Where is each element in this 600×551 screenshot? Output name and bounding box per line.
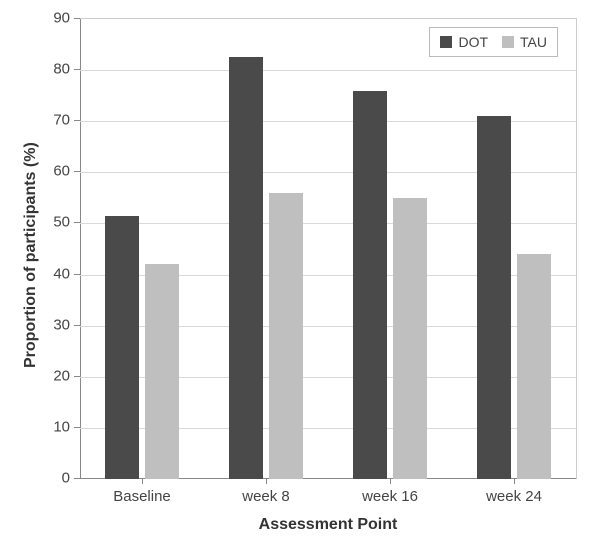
legend-swatch <box>440 36 452 48</box>
x-tick-mark <box>390 478 391 484</box>
bar-dot-2 <box>353 91 387 479</box>
bar-dot-1 <box>229 57 263 479</box>
x-tick-mark <box>266 478 267 484</box>
y-tick-mark <box>74 325 80 326</box>
x-tick-mark <box>514 478 515 484</box>
x-tick-label: Baseline <box>113 488 171 505</box>
x-tick-mark <box>142 478 143 484</box>
y-tick-label: 40 <box>40 265 70 282</box>
legend-swatch <box>502 36 514 48</box>
bar-tau-0 <box>145 264 179 479</box>
y-tick-label: 20 <box>40 367 70 384</box>
x-tick-label: week 24 <box>486 488 542 505</box>
legend-label: DOT <box>458 34 488 50</box>
y-tick-label: 60 <box>40 163 70 180</box>
bar-tau-1 <box>269 193 303 479</box>
y-tick-mark <box>74 120 80 121</box>
y-tick-label: 80 <box>40 61 70 78</box>
legend-item-tau: TAU <box>502 34 547 50</box>
y-tick-label: 50 <box>40 214 70 231</box>
legend-label: TAU <box>520 34 547 50</box>
plot-area: DOT TAU <box>80 18 577 479</box>
y-tick-label: 0 <box>40 470 70 487</box>
gridline <box>80 70 576 71</box>
bar-tau-2 <box>393 198 427 479</box>
y-tick-mark <box>74 427 80 428</box>
bar-dot-3 <box>477 116 511 479</box>
x-tick-label: week 16 <box>362 488 418 505</box>
y-tick-mark <box>74 376 80 377</box>
y-tick-mark <box>74 274 80 275</box>
y-tick-mark <box>74 171 80 172</box>
y-tick-label: 90 <box>40 10 70 27</box>
y-axis-label: Proportion of participants (%) <box>22 142 40 368</box>
y-tick-mark <box>74 478 80 479</box>
y-tick-label: 10 <box>40 418 70 435</box>
y-tick-label: 70 <box>40 112 70 129</box>
chart-container: DOT TAU Proportion of participants (%) As… <box>0 0 600 551</box>
y-tick-label: 30 <box>40 316 70 333</box>
x-axis-label: Assessment Point <box>259 516 398 534</box>
y-axis-line <box>80 19 81 479</box>
bar-dot-0 <box>105 216 139 479</box>
y-tick-mark <box>74 222 80 223</box>
y-tick-mark <box>74 69 80 70</box>
x-tick-label: week 8 <box>242 488 290 505</box>
bar-tau-3 <box>517 254 551 479</box>
y-tick-mark <box>74 18 80 19</box>
legend: DOT TAU <box>429 27 558 57</box>
legend-item-dot: DOT <box>440 34 488 50</box>
